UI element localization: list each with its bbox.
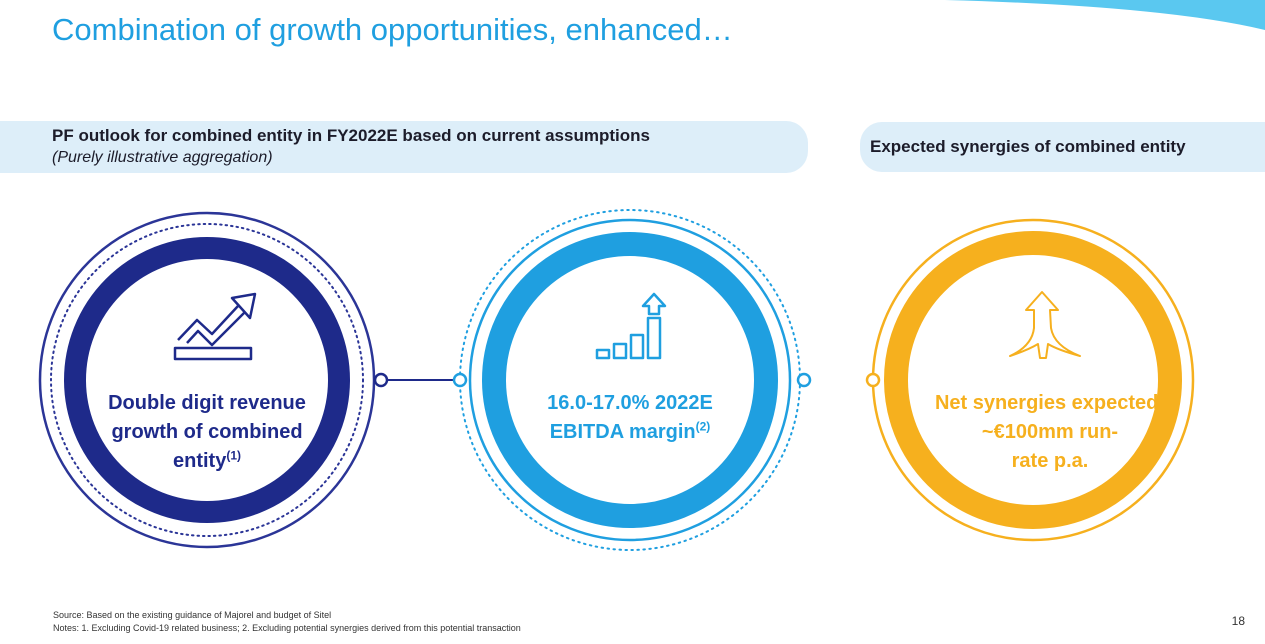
revenue-growth-text: Double digit revenue growth of combined … — [108, 392, 306, 472]
synergies-banner: Expected synergies of combined entity — [860, 122, 1265, 172]
outlook-subheading: (Purely illustrative aggregation) — [52, 149, 273, 166]
page-number: 18 — [1231, 614, 1245, 628]
ebitda-margin-circle — [452, 209, 812, 551]
growth-arrow-icon — [173, 292, 257, 361]
synergies-circle — [865, 218, 1195, 542]
rising-arrows-icon — [1009, 291, 1081, 359]
revenue-growth-circle — [38, 211, 389, 549]
outlook-banner: PF outlook for combined entity in FY2022… — [0, 121, 808, 173]
synergies-heading: Expected synergies of combined entity — [870, 137, 1186, 156]
outlook-heading: PF outlook for combined entity in FY2022… — [52, 126, 650, 145]
source-note: Source: Based on the existing guidance o… — [53, 610, 332, 620]
synergies-text: Net synergies expected: ~€100mm run- rat… — [934, 392, 1166, 472]
footnote-marker: (2) — [695, 419, 711, 434]
bar-chart-up-icon — [595, 292, 667, 360]
ebitda-margin-text: 16.0-17.0% 2022E EBITDA margin(2) — [547, 392, 713, 443]
slide-title: Combination of growth opportunities, enh… — [52, 12, 733, 47]
corner-wave-decoration — [945, 0, 1265, 30]
footnote-marker: (1) — [226, 448, 241, 463]
footnotes: Notes: 1. Excluding Covid-19 related bus… — [53, 623, 521, 633]
